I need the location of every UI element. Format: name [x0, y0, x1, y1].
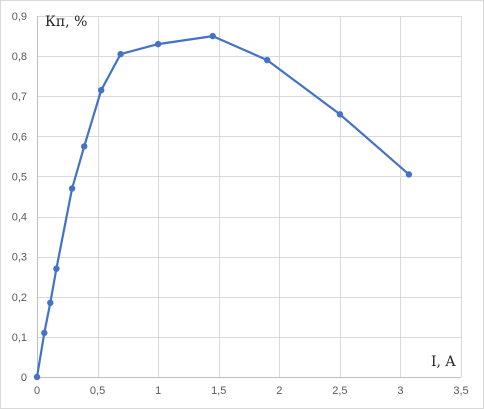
y-tick-label: 0,1 [12, 332, 27, 344]
y-tick-label: 0,2 [12, 292, 27, 304]
data-point [405, 171, 413, 178]
data-point [33, 373, 41, 381]
data-point [47, 299, 54, 306]
x-tick-label: 2,5 [332, 385, 347, 397]
y-tick-label: 0,8 [12, 51, 27, 63]
data-point [98, 87, 105, 94]
tick-labels: 0 0,1 0,2 0,3 0,4 0,5 0,6 0,7 0,8 0,9 0 0,5 1 1,5 2 2,5… [12, 11, 469, 397]
data-point [336, 111, 344, 118]
y-tick-label: 0,4 [12, 212, 27, 224]
y-tick-label: 0,6 [12, 131, 27, 143]
data-point [264, 56, 271, 64]
x-tick-label: 0,5 [90, 385, 105, 397]
data-point [53, 265, 60, 272]
series-line [35, 35, 410, 379]
y-tick-label: 0,7 [12, 91, 27, 103]
x-tick-label: 0 [34, 385, 40, 397]
y-tick-label: 0 [21, 372, 27, 384]
y-tick-label: 0,3 [12, 252, 27, 264]
data-point [68, 185, 76, 192]
data-point [41, 329, 48, 337]
y-tick-label: 0,5 [12, 171, 27, 183]
x-tick-label: 2 [276, 385, 282, 397]
data-point [81, 143, 88, 150]
x-tick-label: 1 [155, 385, 161, 397]
axes [37, 16, 461, 378]
data-point [117, 50, 124, 58]
y-tick-label: 0,9 [12, 11, 27, 23]
y-axis-title: Кп, % [45, 14, 87, 30]
x-axis-title: I, A [431, 354, 456, 370]
x-tick-label: 3 [397, 385, 403, 397]
grid [37, 16, 462, 377]
x-tick-label: 1,5 [211, 385, 226, 397]
data-point [209, 32, 216, 40]
data-point [154, 40, 162, 48]
x-tick-label: 3,5 [453, 385, 468, 397]
data-series [33, 32, 413, 381]
